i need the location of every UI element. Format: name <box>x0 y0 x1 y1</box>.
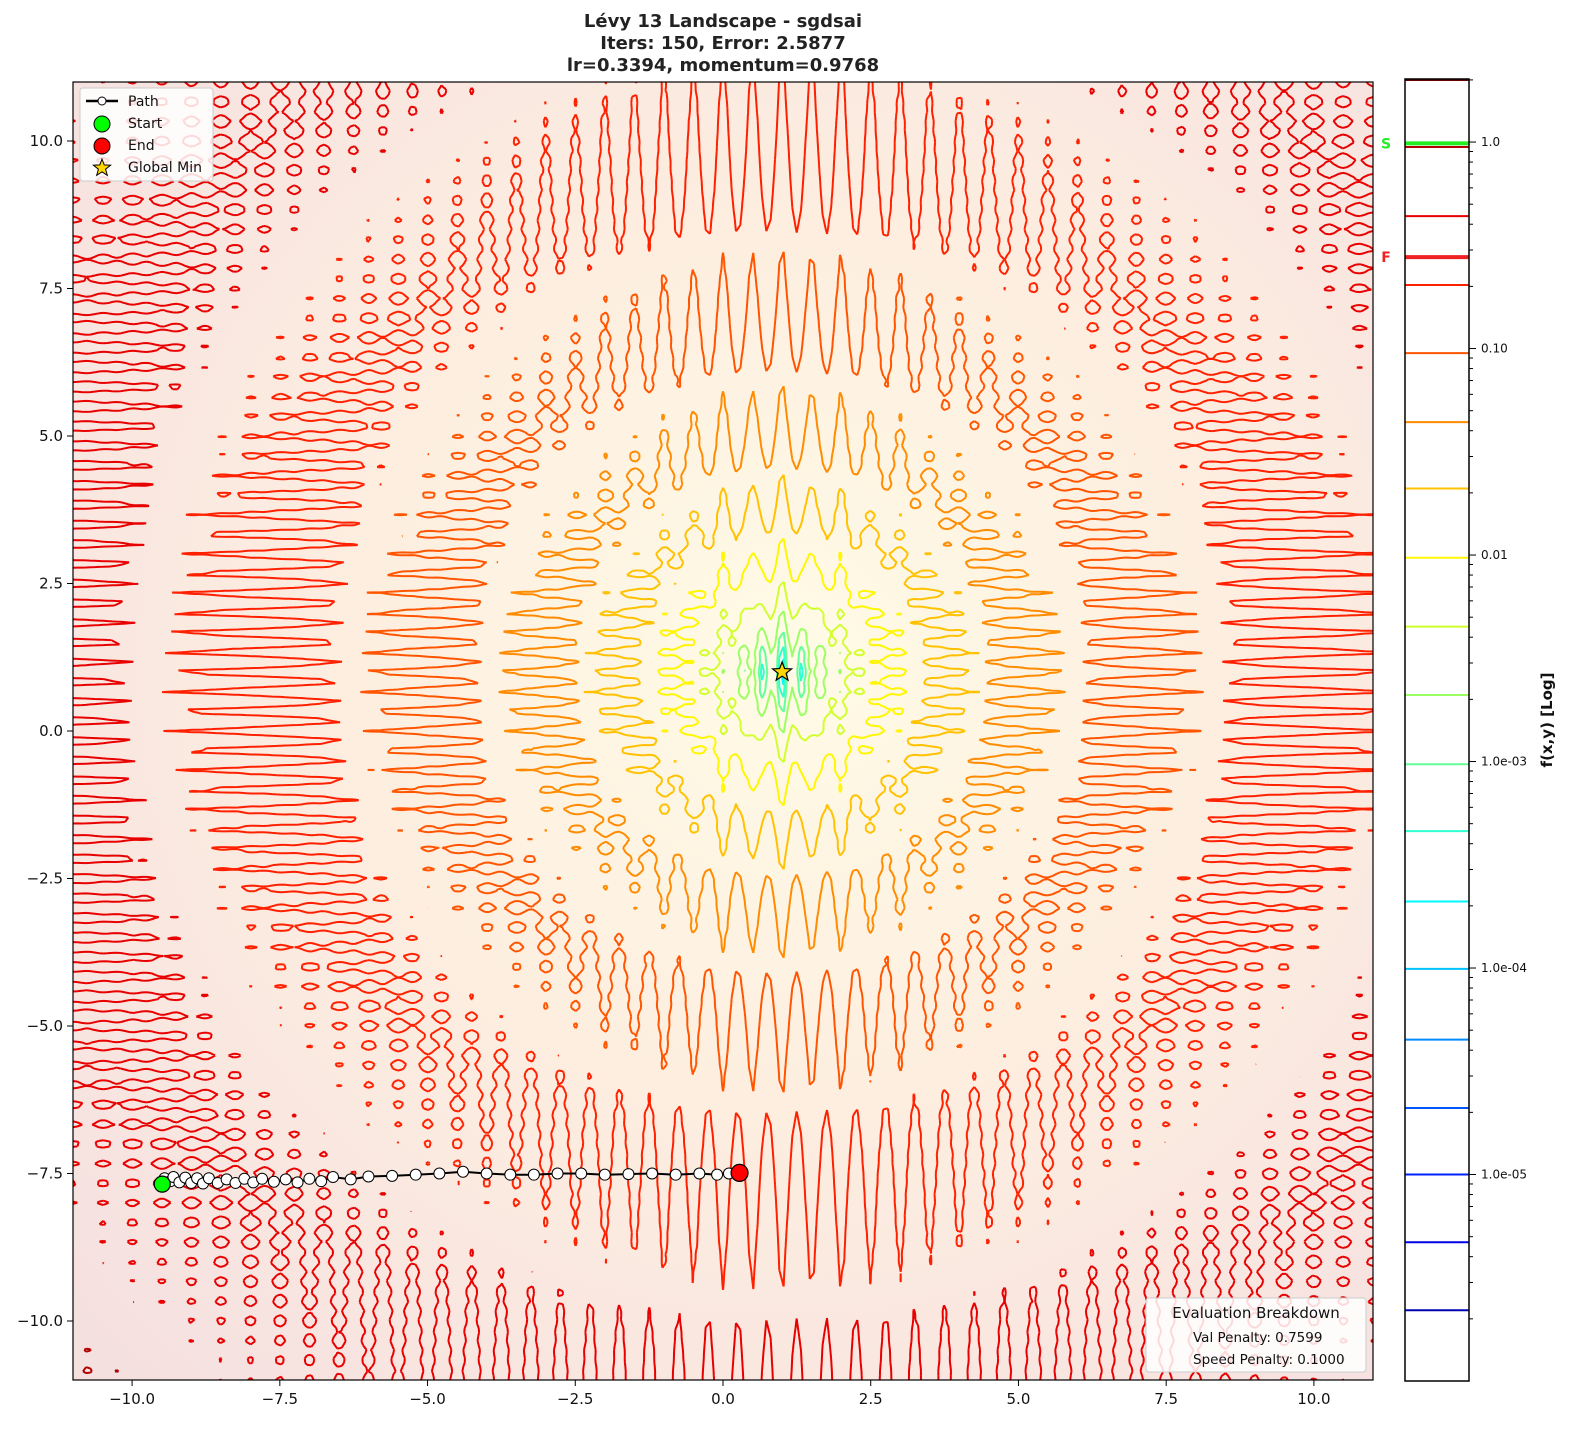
x-tick-label: 10.0 <box>1297 1390 1330 1408</box>
y-tick-label: 7.5 <box>39 280 63 298</box>
legend-path-label: Path <box>128 94 159 110</box>
global-min-star-icon <box>770 660 794 682</box>
y-tick-label: 2.5 <box>39 575 63 593</box>
colorbar-final-marker-label: F <box>1381 250 1391 266</box>
evaluation-breakdown-box: Evaluation Breakdown Val Penalty: 0.7599… <box>1145 1297 1367 1373</box>
path-point <box>256 1172 269 1185</box>
path-point <box>279 1173 292 1186</box>
x-tick-label: −5.0 <box>409 1390 445 1408</box>
path-point <box>504 1168 517 1181</box>
path-point <box>315 1175 328 1188</box>
colorbar-tick-label: 1.0e-05 <box>1481 1168 1527 1182</box>
contour-level-8 <box>743 631 807 713</box>
x-tick-label: 0.0 <box>711 1390 735 1408</box>
colorbar-label: f(x,y) [Log] <box>1538 673 1556 768</box>
contour-level-11 <box>656 537 908 807</box>
x-tick-label: 2.5 <box>859 1390 883 1408</box>
legend-path-marker <box>97 96 107 106</box>
legend: Path Start End Global Min <box>79 87 214 182</box>
colorbar-frame <box>1404 78 1470 1382</box>
legend-end-label: End <box>128 138 155 154</box>
colorbar-tick-label: 1.0 <box>1481 135 1500 149</box>
legend-end-marker <box>93 137 111 155</box>
contour-level-13 <box>498 385 1066 959</box>
path-point <box>362 1170 375 1183</box>
x-axis: −10.0 −7.5 −5.0 −2.5 0.0 2.5 5.0 7.5 10.0 <box>109 1380 1331 1408</box>
contour-level-14 <box>360 251 1204 1093</box>
y-axis: 10.0 7.5 5.0 2.5 0.0 −2.5 −5.0 −7.5 −10.0 <box>17 132 73 1330</box>
speed-penalty: Speed Penalty: 0.1000 <box>1193 1352 1345 1368</box>
end-marker <box>730 1163 749 1183</box>
path-point <box>480 1167 493 1180</box>
evaluation-title: Evaluation Breakdown <box>1172 1304 1340 1322</box>
contour-level-12 <box>583 474 981 870</box>
chart-title-line-1: Lévy 13 Landscape - sgdsai <box>584 11 862 32</box>
y-tick-label: 5.0 <box>39 427 63 445</box>
colorbar-tick-label: 0.10 <box>1481 342 1508 356</box>
x-tick-label: −7.5 <box>262 1390 298 1408</box>
path-point <box>646 1167 659 1180</box>
contour-level-7 <box>760 646 804 698</box>
path-point <box>711 1168 724 1181</box>
x-tick-label: −10.0 <box>109 1390 155 1408</box>
y-tick-label: 10.0 <box>30 132 63 150</box>
path-point <box>291 1176 304 1189</box>
legend-star-icon <box>92 157 112 177</box>
colorbar-start-marker-label: S <box>1381 136 1391 152</box>
path-point <box>669 1168 682 1181</box>
path-point <box>433 1167 446 1180</box>
optimizer-path <box>153 660 794 1193</box>
colorbar-tick-label: 0.01 <box>1481 548 1508 562</box>
path-point <box>303 1172 316 1185</box>
x-tick-label: 7.5 <box>1154 1390 1178 1408</box>
path-point <box>693 1167 706 1180</box>
x-tick-label: −2.5 <box>557 1390 593 1408</box>
colorbar-tick-label: 1.0e-03 <box>1481 755 1527 769</box>
legend-start-marker <box>93 115 111 133</box>
plot-background <box>73 82 1373 1380</box>
y-tick-label: −5.0 <box>27 1017 63 1035</box>
path-point <box>527 1168 540 1181</box>
contour-level-15 <box>161 82 1373 1291</box>
path-point <box>267 1175 280 1188</box>
legend-global-min-label: Global Min <box>128 160 202 176</box>
val-penalty: Val Penalty: 0.7599 <box>1193 1330 1322 1346</box>
path-point <box>409 1168 422 1181</box>
path-point <box>598 1168 611 1181</box>
x-tick-label: 5.0 <box>1007 1390 1031 1408</box>
path-point <box>386 1169 399 1182</box>
path-point <box>575 1167 588 1180</box>
legend-start-label: Start <box>128 116 163 132</box>
colorbar-tick-label: 1.0e-04 <box>1481 961 1527 975</box>
path-point <box>327 1171 339 1184</box>
path-point <box>344 1173 357 1186</box>
chart-title-line-2: Iters: 150, Error: 2.5877 <box>600 33 845 54</box>
colorbar: 1.0 0.10 0.01 1.0e-03 1.0e-04 1.0e-05 S F f(x… <box>1381 78 1556 1382</box>
path-point <box>457 1165 469 1178</box>
y-tick-label: −2.5 <box>27 870 63 888</box>
path-point <box>622 1168 635 1181</box>
y-tick-label: 0.0 <box>39 722 63 740</box>
chart-title-line-3: lr=0.3394, momentum=0.9768 <box>567 55 879 76</box>
contour-level-9 <box>721 610 843 734</box>
contour-level-17 <box>82 1347 120 1375</box>
path-point <box>551 1167 564 1180</box>
start-marker <box>153 1175 171 1193</box>
y-tick-label: −10.0 <box>17 1312 63 1330</box>
y-tick-label: −7.5 <box>27 1165 63 1183</box>
contour-level-10 <box>698 581 866 764</box>
